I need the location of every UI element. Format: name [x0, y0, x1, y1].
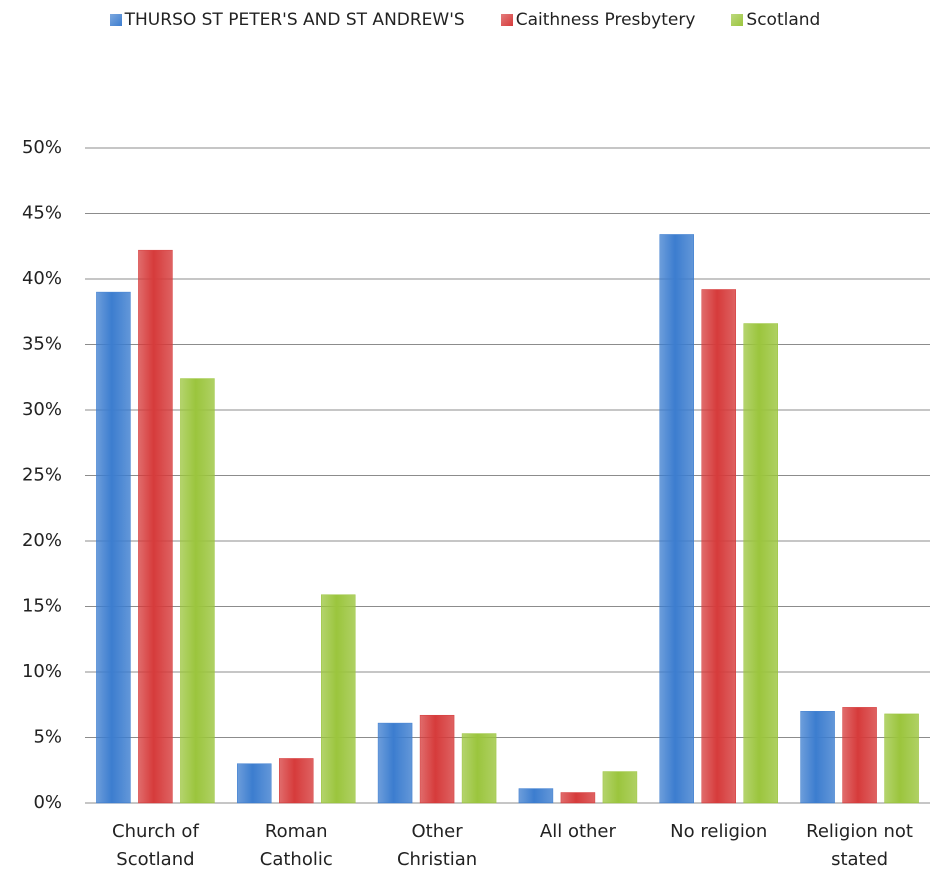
x-tick-label: Religion not stated [806, 821, 913, 870]
legend-swatch [109, 14, 122, 26]
legend-label: Scotland [746, 10, 821, 30]
y-tick-label: 10% [22, 661, 62, 682]
y-tick-label: 20% [22, 530, 62, 551]
y-tick-label: 35% [22, 334, 62, 355]
y-tick-label: 0% [33, 792, 62, 813]
legend-swatch [500, 14, 513, 26]
legend-item: Caithness Presbytery [500, 10, 696, 30]
bar [560, 792, 596, 804]
bar [842, 707, 877, 804]
y-tick-label: 15% [22, 596, 62, 617]
x-tick-label: No religion [670, 821, 768, 842]
y-tick-label: 30% [22, 399, 62, 420]
bar [659, 234, 694, 804]
bar [321, 594, 356, 804]
bar [800, 711, 835, 804]
bar [419, 714, 455, 804]
bar [279, 758, 314, 804]
legend: THURSO ST PETER'S AND ST ANDREW'S Caithne… [0, 10, 930, 30]
bar [461, 733, 497, 804]
bar [377, 722, 413, 804]
legend-item: Scotland [731, 10, 820, 30]
x-tick-label: Roman Catholic [259, 821, 333, 870]
x-tick-label: Other Christian [396, 821, 478, 870]
y-tick-label: 50% [22, 137, 62, 158]
y-tick-label: 45% [22, 203, 62, 224]
bar [96, 291, 131, 804]
bar [884, 713, 919, 804]
bar [518, 788, 554, 804]
bar [138, 249, 173, 804]
x-tick-label: All other [539, 821, 616, 842]
x-tick-label: Church of Scotland [112, 821, 199, 870]
y-tick-label: 40% [22, 268, 62, 289]
bar [743, 323, 778, 804]
bar [602, 771, 638, 804]
bar [180, 378, 215, 804]
bar [701, 289, 736, 804]
bar [237, 763, 272, 804]
y-tick-label: 5% [33, 727, 62, 748]
legend-label: Caithness Presbytery [515, 10, 696, 30]
legend-item: THURSO ST PETER'S AND ST ANDREW'S [109, 10, 465, 30]
legend-swatch [731, 14, 744, 26]
legend-label: THURSO ST PETER'S AND ST ANDREW'S [124, 10, 465, 30]
y-tick-label: 25% [22, 465, 62, 486]
